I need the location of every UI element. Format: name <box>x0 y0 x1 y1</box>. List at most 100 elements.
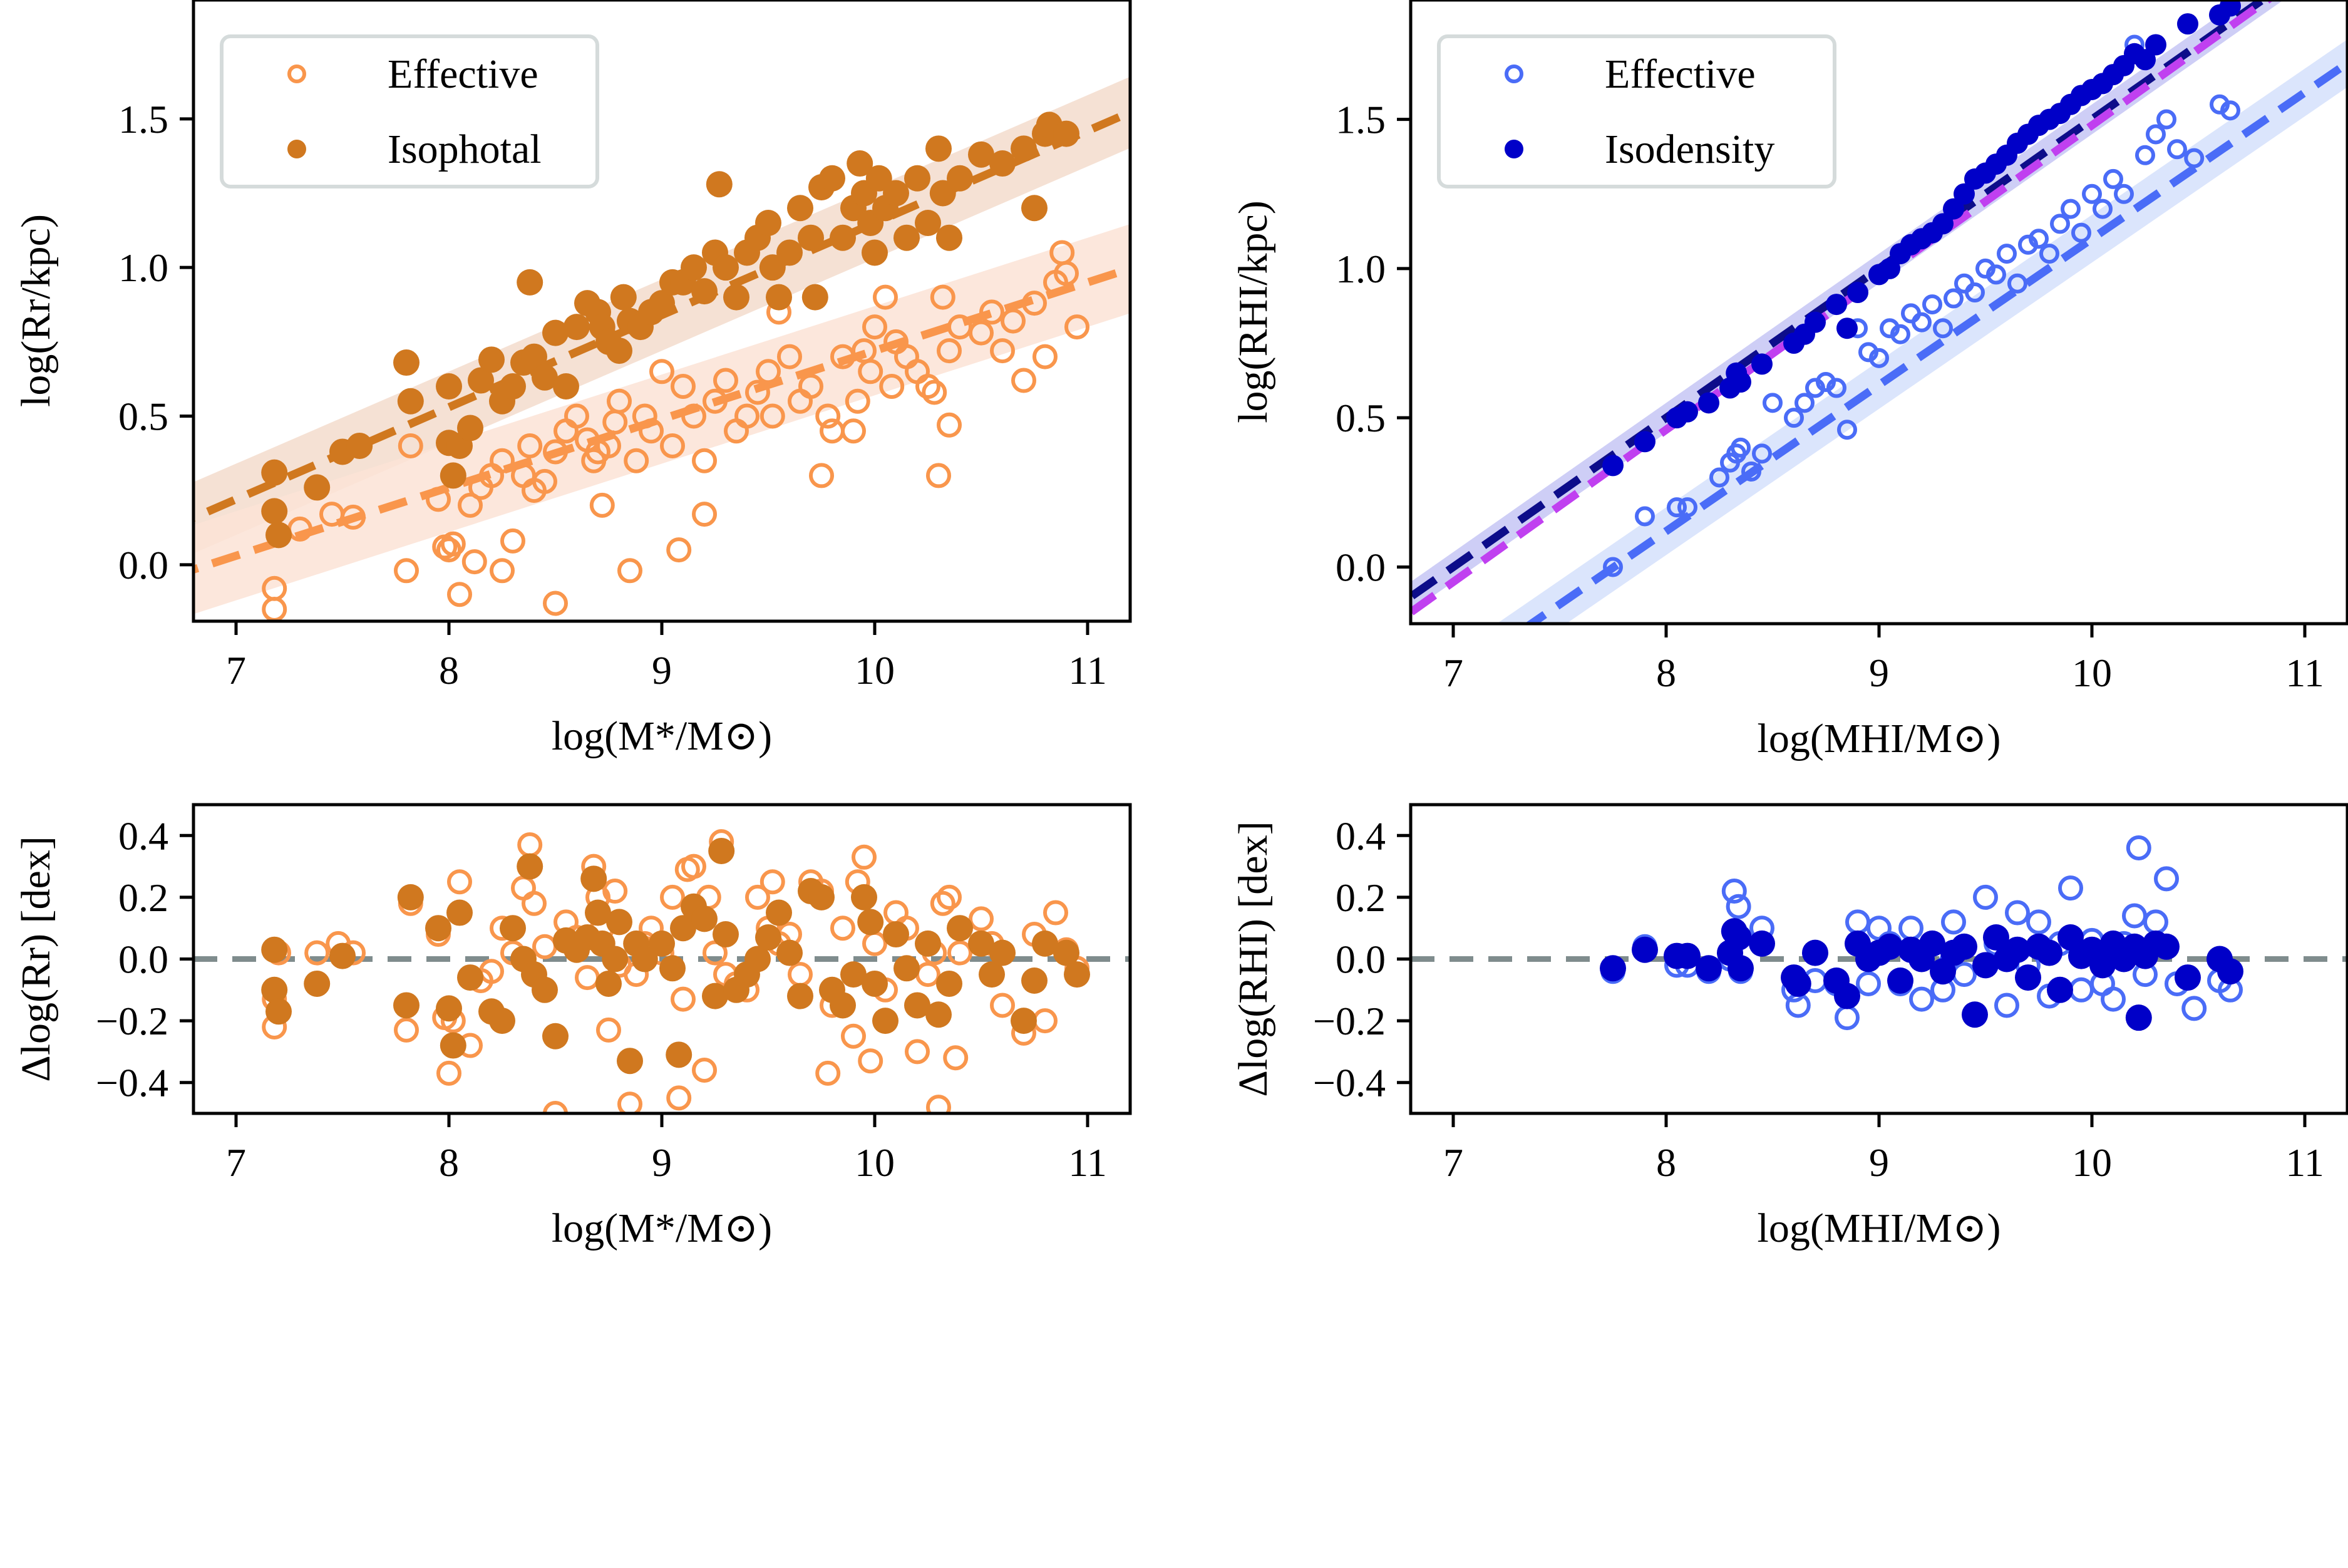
data-point-open <box>879 374 905 400</box>
data-point-open <box>1837 420 1857 440</box>
plot-area <box>193 829 1130 1113</box>
data-point-filled <box>595 970 622 997</box>
data-point-filled <box>2015 964 2041 991</box>
data-point-open <box>937 338 962 364</box>
data-point-filled <box>755 209 781 236</box>
legend-marker-open <box>1505 64 1523 83</box>
data-point-filled <box>468 367 494 394</box>
data-point-filled <box>1602 455 1624 477</box>
data-point-open <box>447 869 472 895</box>
data-point-filled <box>776 939 803 966</box>
data-point-open <box>862 931 887 956</box>
x-tick-label: 9 <box>1869 1140 1889 1185</box>
data-point-filled <box>564 314 590 341</box>
x-tick-label: 11 <box>1068 648 1107 693</box>
data-point-filled <box>1805 311 1826 333</box>
data-point-open <box>1032 344 1058 369</box>
data-point-open <box>937 412 962 438</box>
data-point-open <box>2143 909 2168 935</box>
data-point-open <box>500 528 525 554</box>
panel-top-right: 7 8 9 10 11 0.0 0.5 1.0 1.5 log(MHI/M⊙) log(RHI/kp… <box>1230 0 2348 761</box>
data-point-open <box>589 492 615 518</box>
data-point-open <box>426 487 451 512</box>
data-point-open <box>532 934 557 959</box>
data-point-filled <box>457 964 483 991</box>
data-point-open <box>2114 183 2134 204</box>
x-tick-label: 10 <box>2072 1140 2112 1185</box>
data-point-filled <box>1053 120 1079 147</box>
data-point-filled <box>440 462 466 489</box>
data-point-filled <box>329 942 356 969</box>
data-point-open <box>543 591 568 616</box>
data-point-open <box>681 854 706 879</box>
y-tick-label: 1.5 <box>118 97 168 142</box>
data-point-filled <box>2004 936 2031 963</box>
data-point-filled <box>713 921 739 948</box>
legend-label: Effective <box>1605 51 1756 97</box>
data-point-filled <box>2153 933 2180 960</box>
data-point-filled <box>532 976 558 1003</box>
data-point-open <box>602 879 628 904</box>
data-point-open <box>1941 909 1966 935</box>
data-point-open <box>2167 139 2187 160</box>
data-point-filled <box>2125 1004 2152 1031</box>
data-point-open <box>1032 1008 1058 1034</box>
data-point-open <box>639 418 664 444</box>
data-point-open <box>1043 900 1068 926</box>
x-tick-label: 8 <box>439 1140 459 1185</box>
data-point-open <box>1667 497 1687 518</box>
x-axis-label: log(M*/M⊙) <box>552 1205 772 1251</box>
data-point-open <box>979 299 1004 325</box>
data-point-open <box>930 890 955 916</box>
data-point-filled <box>744 946 771 972</box>
data-point-filled <box>649 290 675 317</box>
data-point-filled <box>766 899 792 926</box>
data-point-filled <box>631 946 658 972</box>
data-point-open <box>1944 288 1964 309</box>
data-point-filled <box>304 970 331 997</box>
x-tick-label: 8 <box>1656 651 1676 695</box>
data-point-open <box>522 890 547 916</box>
data-point-filled <box>936 224 962 251</box>
data-point-open <box>703 940 728 966</box>
y-tick-label: 0.4 <box>1336 813 1386 858</box>
data-point-open <box>2122 903 2147 929</box>
data-point-open <box>2071 222 2091 243</box>
data-point-filled <box>925 1001 952 1028</box>
data-point-open <box>461 549 487 575</box>
data-point-open <box>862 314 887 340</box>
x-tick-label: 9 <box>1869 651 1889 695</box>
data-point-filled <box>446 899 473 926</box>
data-point-open <box>858 1048 883 1074</box>
x-tick-label: 11 <box>2285 651 2324 695</box>
data-point-filled <box>440 1032 466 1059</box>
data-point-filled <box>840 961 867 988</box>
data-point-open <box>511 875 536 901</box>
x-tick-label: 7 <box>1443 651 1463 695</box>
data-point-open <box>2093 199 2113 219</box>
data-point-filled <box>542 319 569 346</box>
data-point-filled <box>2177 13 2198 35</box>
data-point-open <box>575 965 600 991</box>
legend: Effective Isophotal <box>220 34 599 188</box>
data-point-filled <box>670 915 696 942</box>
data-point-open <box>2156 109 2176 130</box>
data-point-open <box>1909 986 1934 1012</box>
data-point-filled <box>1677 401 1698 423</box>
x-tick-label: 7 <box>226 648 246 693</box>
y-tick-label: 0.5 <box>1336 396 1386 440</box>
data-point-filled <box>759 254 786 281</box>
data-point-filled <box>617 1048 643 1075</box>
data-point-open <box>458 492 483 518</box>
data-point-open <box>262 597 287 621</box>
y-tick-label: 0.2 <box>1336 875 1386 920</box>
data-point-open <box>703 388 728 414</box>
data-point-filled <box>989 939 1016 966</box>
data-point-filled <box>1730 371 1751 393</box>
x-tick-label: 11 <box>1068 1140 1107 1185</box>
data-point-open <box>1933 318 1953 339</box>
x-tick-label: 10 <box>855 1140 895 1185</box>
data-point-open <box>969 320 994 346</box>
data-point-filled <box>708 837 735 864</box>
